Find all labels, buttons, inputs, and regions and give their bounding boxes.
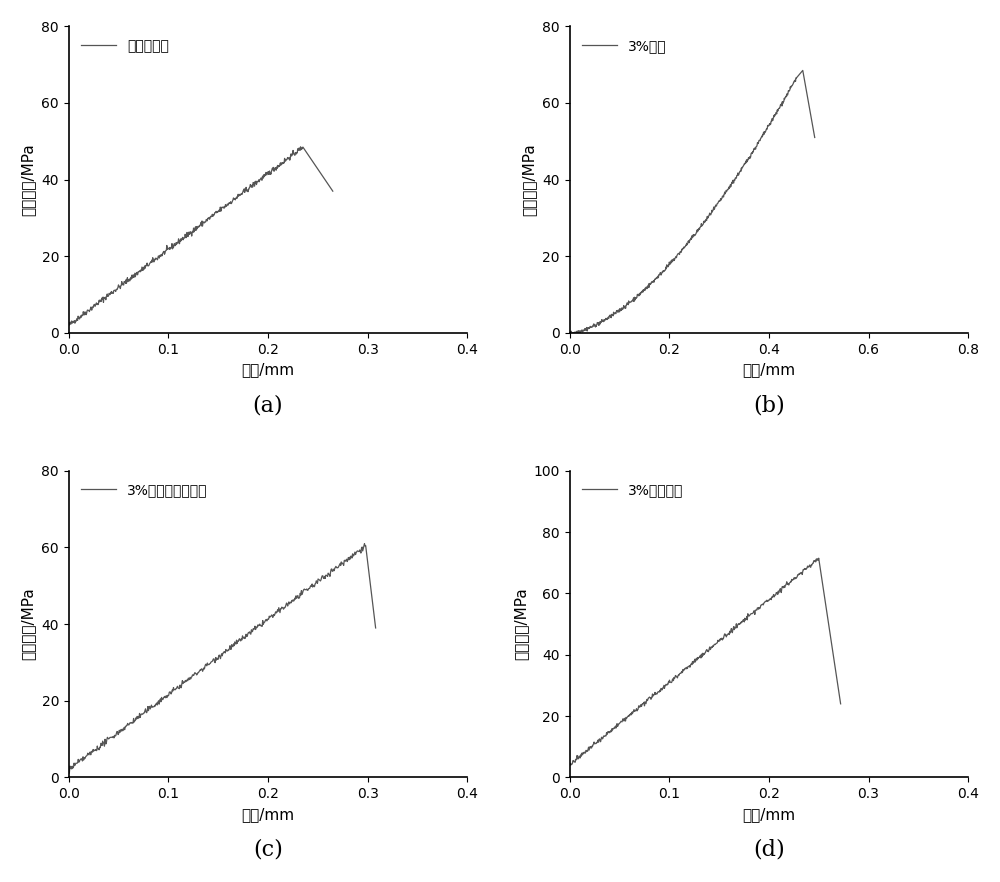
X-axis label: 位移/mm: 位移/mm [241, 363, 295, 377]
Y-axis label: 抗压强度/MPa: 抗压强度/MPa [513, 587, 528, 661]
Y-axis label: 抗压强度/MPa: 抗压强度/MPa [21, 587, 36, 661]
Text: (a): (a) [253, 394, 283, 416]
Text: (d): (d) [753, 839, 785, 861]
Y-axis label: 抗压强度/MPa: 抗压强度/MPa [522, 143, 537, 216]
Legend: 未改性树脂: 未改性树脂 [76, 34, 175, 58]
Legend: 3%二氧化硬: 3%二氧化硬 [577, 478, 689, 503]
X-axis label: 位移/mm: 位移/mm [742, 807, 795, 822]
Legend: 3%石墨: 3%石墨 [577, 34, 672, 58]
Text: (b): (b) [753, 394, 785, 416]
X-axis label: 位移/mm: 位移/mm [241, 807, 295, 822]
Text: (c): (c) [253, 839, 283, 861]
X-axis label: 位移/mm: 位移/mm [742, 363, 795, 377]
Y-axis label: 抗压强度/MPa: 抗压强度/MPa [21, 143, 36, 216]
Legend: 3%橡胶弹性体飗粒: 3%橡胶弹性体飗粒 [76, 478, 213, 503]
